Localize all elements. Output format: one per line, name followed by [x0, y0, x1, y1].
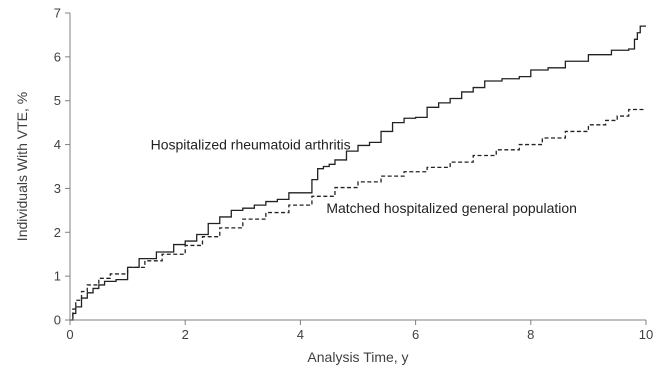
x-tick-label: 8	[527, 327, 534, 342]
y-tick-label: 5	[54, 93, 61, 108]
y-tick-label: 4	[54, 137, 61, 152]
series-line-2	[70, 108, 646, 321]
x-tick-label: 0	[66, 327, 73, 342]
y-tick-label: 6	[54, 49, 61, 64]
x-axis: 0 2 4 6 8 10	[66, 319, 653, 342]
y-tick-label: 1	[54, 269, 61, 284]
y-axis-title: Individuals With VTE, %	[14, 92, 30, 241]
series-line-1	[70, 25, 646, 321]
y-tick-label: 2	[54, 225, 61, 240]
x-axis-title: Analysis Time, y	[307, 349, 408, 365]
y-tick-label: 0	[54, 313, 61, 328]
y-axis: 0 1 2 3 4 5 6 7	[54, 6, 71, 328]
x-tick-label: 4	[297, 327, 304, 342]
plot-area: Hospitalized rheumatoid arthritis Matched…	[70, 25, 646, 321]
x-tick-label: 2	[182, 327, 189, 342]
series-label-1: Hospitalized rheumatoid arthritis	[151, 137, 351, 153]
y-tick-label: 7	[54, 6, 61, 21]
series-label-2: Matched hospitalized general population	[326, 200, 577, 216]
y-tick-label: 3	[54, 181, 61, 196]
x-tick-label: 6	[412, 327, 419, 342]
x-tick-label: 10	[639, 327, 653, 342]
